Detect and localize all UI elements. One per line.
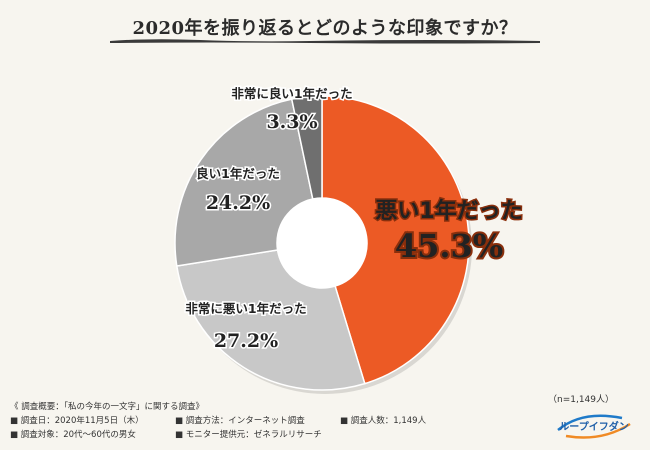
- survey-target: ■ 調査対象：20代〜60代の男女: [10, 430, 136, 440]
- title-underline: [110, 39, 540, 44]
- logo-text: ループイフダン: [559, 420, 628, 433]
- slice-value: 45.3%: [395, 227, 503, 265]
- survey-notes: 《 調査概要：「私の今年の一文字」に関する調査》 ■ 調査日：2020年11月5…: [10, 400, 426, 442]
- slice-label: 非常に悪い1年だった: [185, 301, 306, 316]
- survey-count: ■ 調査人数：1,149人: [340, 416, 427, 426]
- brand-logo: ループイフダン: [557, 414, 631, 439]
- slice-value: 3.3%: [266, 111, 317, 133]
- donut-hole: [277, 198, 367, 288]
- slice-label: 非常に良い1年だった: [231, 86, 352, 101]
- chart-title: 2020年を振り返るとどのような印象ですか？: [132, 18, 518, 39]
- sample-size: （n=1,149人）: [548, 395, 615, 405]
- donut-slice: [174, 98, 314, 267]
- slice-value: 27.2%: [214, 330, 278, 352]
- survey-date: ■ 調査日：2020年11月5日（木）: [10, 416, 144, 426]
- survey-heading: 《 調査概要：「私の今年の一文字」に関する調査》: [10, 402, 204, 412]
- slice-value: 24.2%: [206, 192, 270, 214]
- survey-method: ■ 調査方法：インターネット調査: [175, 416, 305, 426]
- slice-label: 悪い1年だった: [375, 198, 522, 224]
- survey-provider: ■ モニター提供元：ゼネラルリサーチ: [175, 430, 322, 440]
- slice-label: 良い1年だった: [196, 166, 280, 181]
